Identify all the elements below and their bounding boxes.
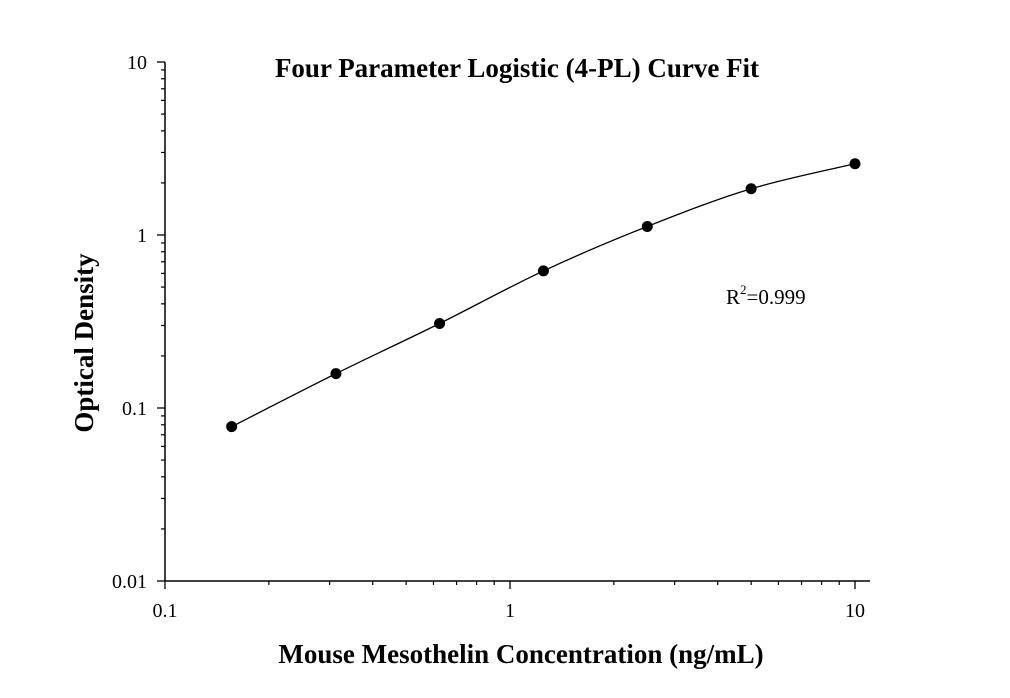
y-tick-label: 0.1: [122, 398, 147, 420]
data-point: [434, 317, 446, 329]
data-point: [226, 421, 238, 433]
tick-labels: 0.1 1 10 10 1 0.1 0.01: [112, 52, 865, 622]
x-tick-label: 0.1: [153, 600, 178, 622]
y-tick-label: 10: [127, 52, 147, 74]
x-axis-label: Mouse Mesothelin Concentration (ng/mL): [278, 639, 763, 669]
r-squared-annotation: R2=0.999: [726, 282, 806, 309]
data-points: [226, 158, 861, 433]
axes: [164, 62, 870, 582]
data-point: [849, 158, 861, 170]
x-tick-label: 1: [505, 600, 515, 622]
y-tick-label: 1: [137, 225, 147, 247]
y-tick-label: 0.01: [112, 571, 147, 593]
y-axis-label: Optical Density: [69, 253, 99, 433]
data-point: [745, 183, 757, 195]
data-point: [330, 368, 342, 380]
r-squared-superscript: 2: [740, 282, 747, 297]
x-tick-label: 10: [845, 600, 865, 622]
data-point: [641, 220, 653, 232]
r-squared-base: R: [726, 285, 740, 309]
chart-title: Four Parameter Logistic (4-PL) Curve Fit: [275, 53, 759, 83]
major-ticks: [157, 61, 856, 589]
data-point: [537, 265, 549, 277]
r-squared-value: =0.999: [747, 285, 806, 309]
minor-ticks: [161, 69, 840, 585]
